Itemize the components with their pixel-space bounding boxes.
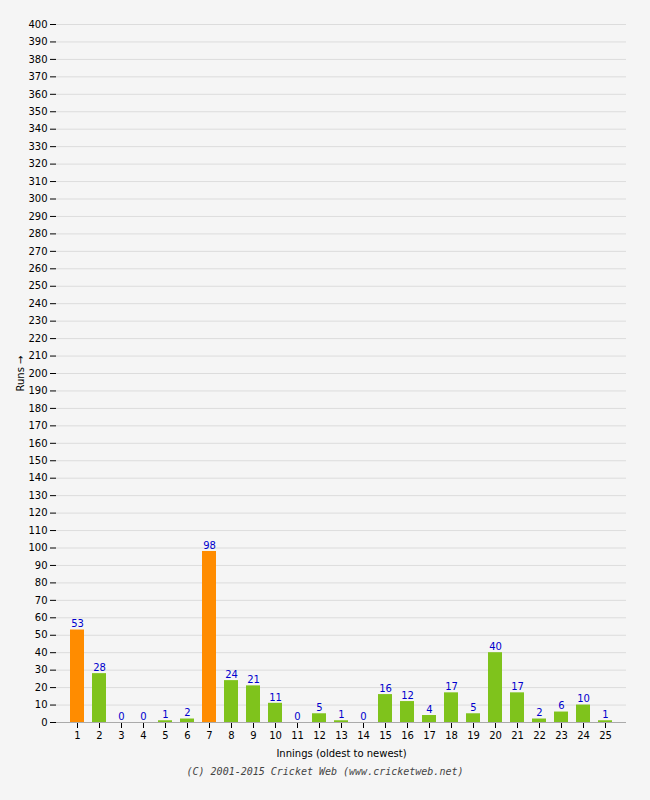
- svg-text:220: 220: [28, 333, 47, 344]
- svg-text:17: 17: [511, 681, 524, 692]
- svg-text:90: 90: [35, 560, 48, 571]
- svg-text:150: 150: [28, 455, 47, 466]
- svg-text:19: 19: [467, 730, 480, 741]
- svg-text:300: 300: [28, 193, 47, 204]
- svg-text:9: 9: [250, 730, 256, 741]
- svg-text:110: 110: [28, 525, 47, 536]
- svg-text:11: 11: [269, 692, 282, 703]
- svg-text:12: 12: [313, 730, 326, 741]
- svg-text:5: 5: [470, 702, 476, 713]
- svg-text:6: 6: [184, 730, 190, 741]
- svg-text:120: 120: [28, 507, 47, 518]
- svg-text:320: 320: [28, 158, 47, 169]
- svg-text:3: 3: [118, 730, 124, 741]
- svg-text:1: 1: [338, 709, 344, 720]
- html-text:(C) 2001-2015 Cricket Web (www: (C) 2001-2015 Cricket Web (www.cricketwe…: [186, 766, 464, 777]
- svg-text:0: 0: [294, 711, 300, 722]
- svg-text:310: 310: [28, 176, 47, 187]
- svg-text:250: 250: [28, 280, 47, 291]
- svg-text:17: 17: [423, 730, 436, 741]
- svg-text:2: 2: [536, 707, 542, 718]
- svg-text:22: 22: [533, 730, 546, 741]
- svg-text:140: 140: [28, 472, 47, 483]
- svg-text:16: 16: [401, 730, 414, 741]
- svg-text:0: 0: [41, 717, 47, 728]
- svg-text:1: 1: [602, 709, 608, 720]
- svg-text:390: 390: [28, 36, 47, 47]
- svg-text:360: 360: [28, 89, 47, 100]
- svg-text:23: 23: [555, 730, 568, 741]
- svg-text:80: 80: [35, 577, 48, 588]
- svg-text:Runs →: Runs →: [15, 356, 26, 392]
- svg-text:60: 60: [35, 612, 48, 623]
- svg-text:70: 70: [35, 595, 48, 606]
- svg-text:160: 160: [28, 438, 47, 449]
- svg-text:290: 290: [28, 211, 47, 222]
- svg-text:1: 1: [162, 709, 168, 720]
- svg-text:190: 190: [28, 385, 47, 396]
- svg-text:4: 4: [140, 730, 146, 741]
- svg-text:40: 40: [35, 647, 48, 658]
- svg-text:170: 170: [28, 420, 47, 431]
- svg-text:21: 21: [511, 730, 524, 741]
- svg-text:370: 370: [28, 71, 47, 82]
- svg-text:98: 98: [203, 540, 216, 551]
- svg-text:10: 10: [577, 693, 590, 704]
- svg-text:260: 260: [28, 263, 47, 274]
- svg-text:4: 4: [426, 704, 432, 715]
- svg-text:350: 350: [28, 106, 47, 117]
- svg-text:40: 40: [489, 641, 502, 652]
- svg-text:5: 5: [162, 730, 168, 741]
- svg-text:30: 30: [35, 664, 48, 675]
- svg-text:13: 13: [335, 730, 348, 741]
- svg-text:14: 14: [357, 730, 370, 741]
- svg-text:20: 20: [35, 682, 48, 693]
- svg-text:17: 17: [445, 681, 458, 692]
- svg-text:380: 380: [28, 54, 47, 65]
- svg-text:340: 340: [28, 123, 47, 134]
- svg-text:11: 11: [291, 730, 304, 741]
- svg-text:50: 50: [35, 629, 48, 640]
- svg-text:400: 400: [28, 19, 47, 30]
- svg-text:2: 2: [96, 730, 102, 741]
- svg-text:10: 10: [35, 699, 48, 710]
- svg-text:0: 0: [360, 711, 366, 722]
- svg-text:10: 10: [269, 730, 282, 741]
- svg-text:20: 20: [489, 730, 502, 741]
- svg-text:16: 16: [379, 683, 392, 694]
- svg-text:6: 6: [558, 700, 564, 711]
- svg-text:25: 25: [599, 730, 612, 741]
- svg-text:330: 330: [28, 141, 47, 152]
- svg-text:18: 18: [445, 730, 458, 741]
- svg-text:28: 28: [93, 662, 106, 673]
- svg-text:210: 210: [28, 350, 47, 361]
- svg-text:230: 230: [28, 315, 47, 326]
- svg-text:240: 240: [28, 298, 47, 309]
- svg-text:100: 100: [28, 542, 47, 553]
- svg-text:0: 0: [118, 711, 124, 722]
- svg-text:15: 15: [379, 730, 392, 741]
- svg-text:0: 0: [140, 711, 146, 722]
- svg-text:12: 12: [401, 690, 414, 701]
- svg-text:130: 130: [28, 490, 47, 501]
- svg-text:5: 5: [316, 702, 322, 713]
- svg-text:270: 270: [28, 246, 47, 257]
- svg-text:1: 1: [74, 730, 80, 741]
- svg-text:200: 200: [28, 368, 47, 379]
- svg-text:53: 53: [71, 618, 84, 629]
- svg-text:180: 180: [28, 403, 47, 414]
- svg-text:8: 8: [228, 730, 234, 741]
- svg-text:21: 21: [247, 674, 260, 685]
- svg-text:2: 2: [184, 707, 190, 718]
- svg-text:24: 24: [225, 669, 238, 680]
- svg-text:7: 7: [206, 730, 212, 741]
- svg-text:24: 24: [577, 730, 590, 741]
- svg-text:280: 280: [28, 228, 47, 239]
- svg-text:Innings (oldest to newest): Innings (oldest to newest): [276, 748, 406, 759]
